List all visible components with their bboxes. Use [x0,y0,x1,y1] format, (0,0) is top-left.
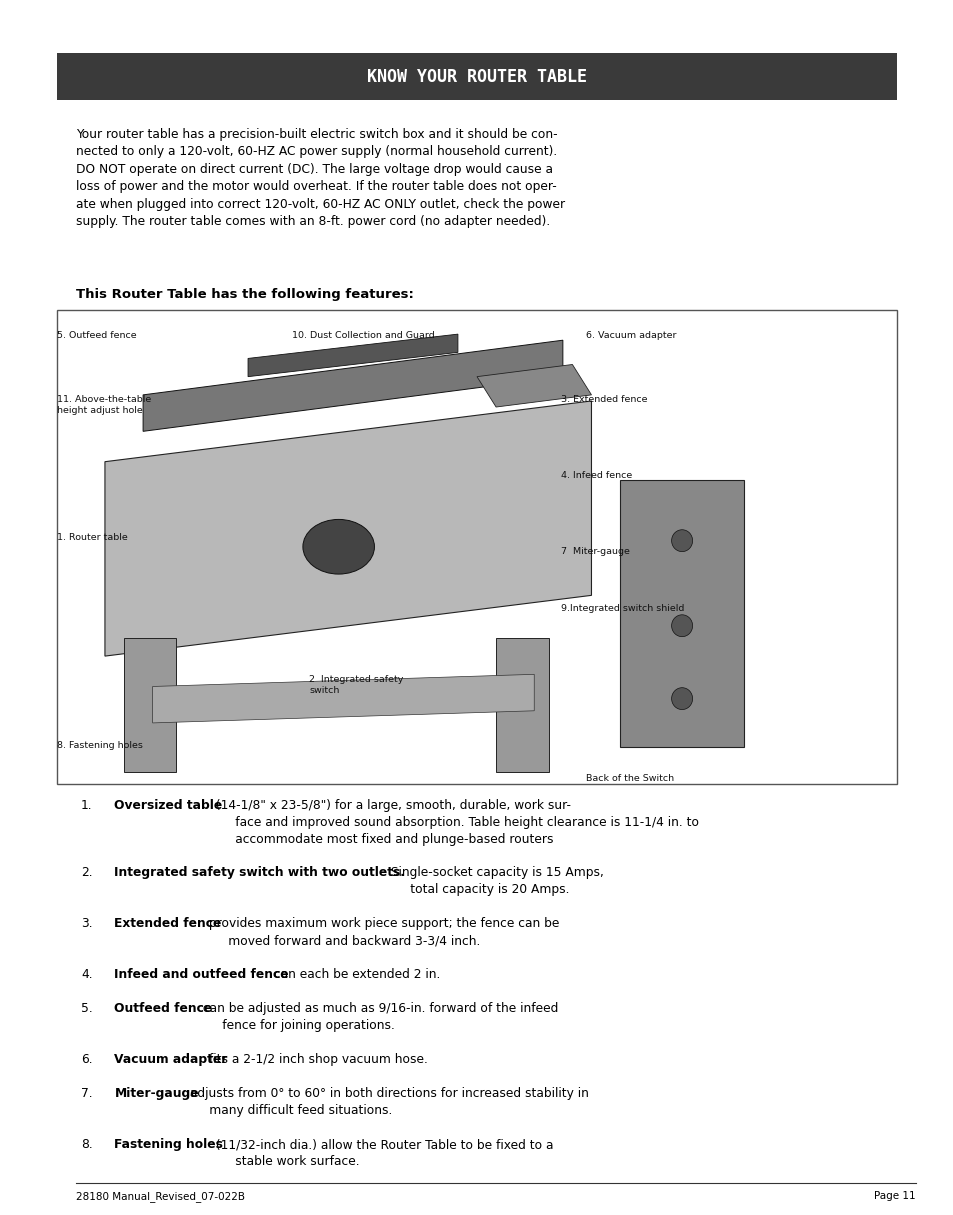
Polygon shape [143,340,562,431]
Text: (14-1/8" x 23-5/8") for a large, smooth, durable, work sur-
      face and impro: (14-1/8" x 23-5/8") for a large, smooth,… [212,799,698,847]
Text: 7  Miter-gauge: 7 Miter-gauge [560,547,629,555]
Text: Page 11: Page 11 [873,1191,915,1200]
Text: 28180 Manual_Revised_07-022B: 28180 Manual_Revised_07-022B [76,1191,245,1202]
Text: 5. Outfeed fence: 5. Outfeed fence [57,332,136,340]
Text: 11. Above-the-table
height adjust hole: 11. Above-the-table height adjust hole [57,395,152,416]
Text: 10. Dust Collection and Guard: 10. Dust Collection and Guard [292,332,435,340]
Text: adjusts from 0° to 60° in both directions for increased stability in
      many : adjusts from 0° to 60° in both direction… [186,1087,588,1118]
Polygon shape [105,401,591,656]
Text: Fastening holes: Fastening holes [114,1138,223,1152]
Text: 5.: 5. [81,1002,92,1016]
Ellipse shape [671,615,692,637]
Text: fits a 2-1/2 inch shop vacuum hose.: fits a 2-1/2 inch shop vacuum hose. [205,1053,428,1067]
Polygon shape [248,334,457,377]
Text: 3.: 3. [81,917,92,931]
Text: 2  Integrated safety
switch: 2 Integrated safety switch [309,674,403,695]
Text: 8. Fastening holes: 8. Fastening holes [57,741,143,750]
Text: 6.: 6. [81,1053,92,1067]
FancyBboxPatch shape [124,638,176,772]
FancyBboxPatch shape [496,638,548,772]
Text: provides maximum work piece support; the fence can be
      moved forward and ba: provides maximum work piece support; the… [205,917,559,948]
Polygon shape [476,364,591,407]
Text: KNOW YOUR ROUTER TABLE: KNOW YOUR ROUTER TABLE [367,68,586,85]
Ellipse shape [671,688,692,710]
Text: 4. Infeed fence: 4. Infeed fence [560,471,632,480]
FancyBboxPatch shape [619,480,743,747]
Polygon shape [152,674,534,723]
Text: Back of the Switch: Back of the Switch [585,774,674,784]
Text: 8.: 8. [81,1138,92,1152]
Text: (11/32-inch dia.) allow the Router Table to be fixed to a
      stable work surf: (11/32-inch dia.) allow the Router Table… [212,1138,553,1169]
Text: 1. Router table: 1. Router table [57,532,128,542]
Text: 4.: 4. [81,968,92,982]
Text: Your router table has a precision-built electric switch box and it should be con: Your router table has a precision-built … [76,128,565,228]
Text: This Router Table has the following features:: This Router Table has the following feat… [76,288,414,301]
Text: Miter-gauge: Miter-gauge [114,1087,199,1101]
Text: Integrated safety switch with two outlets.: Integrated safety switch with two outlet… [114,866,405,880]
Text: Vacuum adapter: Vacuum adapter [114,1053,228,1067]
Text: Oversized table: Oversized table [114,799,222,813]
Text: 1.: 1. [81,799,92,813]
Text: 7.: 7. [81,1087,92,1101]
Text: 6. Vacuum adapter: 6. Vacuum adapter [585,332,676,340]
Text: 2.: 2. [81,866,92,880]
Text: can be adjusted as much as 9/16-in. forward of the infeed
      fence for joinin: can be adjusted as much as 9/16-in. forw… [198,1002,558,1033]
Text: Outfeed fence: Outfeed fence [114,1002,213,1016]
FancyBboxPatch shape [57,53,896,100]
Ellipse shape [303,520,374,575]
Text: Single-socket capacity is 15 Amps,
      total capacity is 20 Amps.: Single-socket capacity is 15 Amps, total… [387,866,603,897]
Text: 9.Integrated switch shield: 9.Integrated switch shield [560,604,683,612]
Text: 3. Extended fence: 3. Extended fence [560,395,647,405]
Text: can each be extended 2 in.: can each be extended 2 in. [270,968,440,982]
FancyBboxPatch shape [57,310,896,784]
Ellipse shape [671,530,692,552]
Text: Infeed and outfeed fence: Infeed and outfeed fence [114,968,289,982]
Text: Extended fence: Extended fence [114,917,222,931]
